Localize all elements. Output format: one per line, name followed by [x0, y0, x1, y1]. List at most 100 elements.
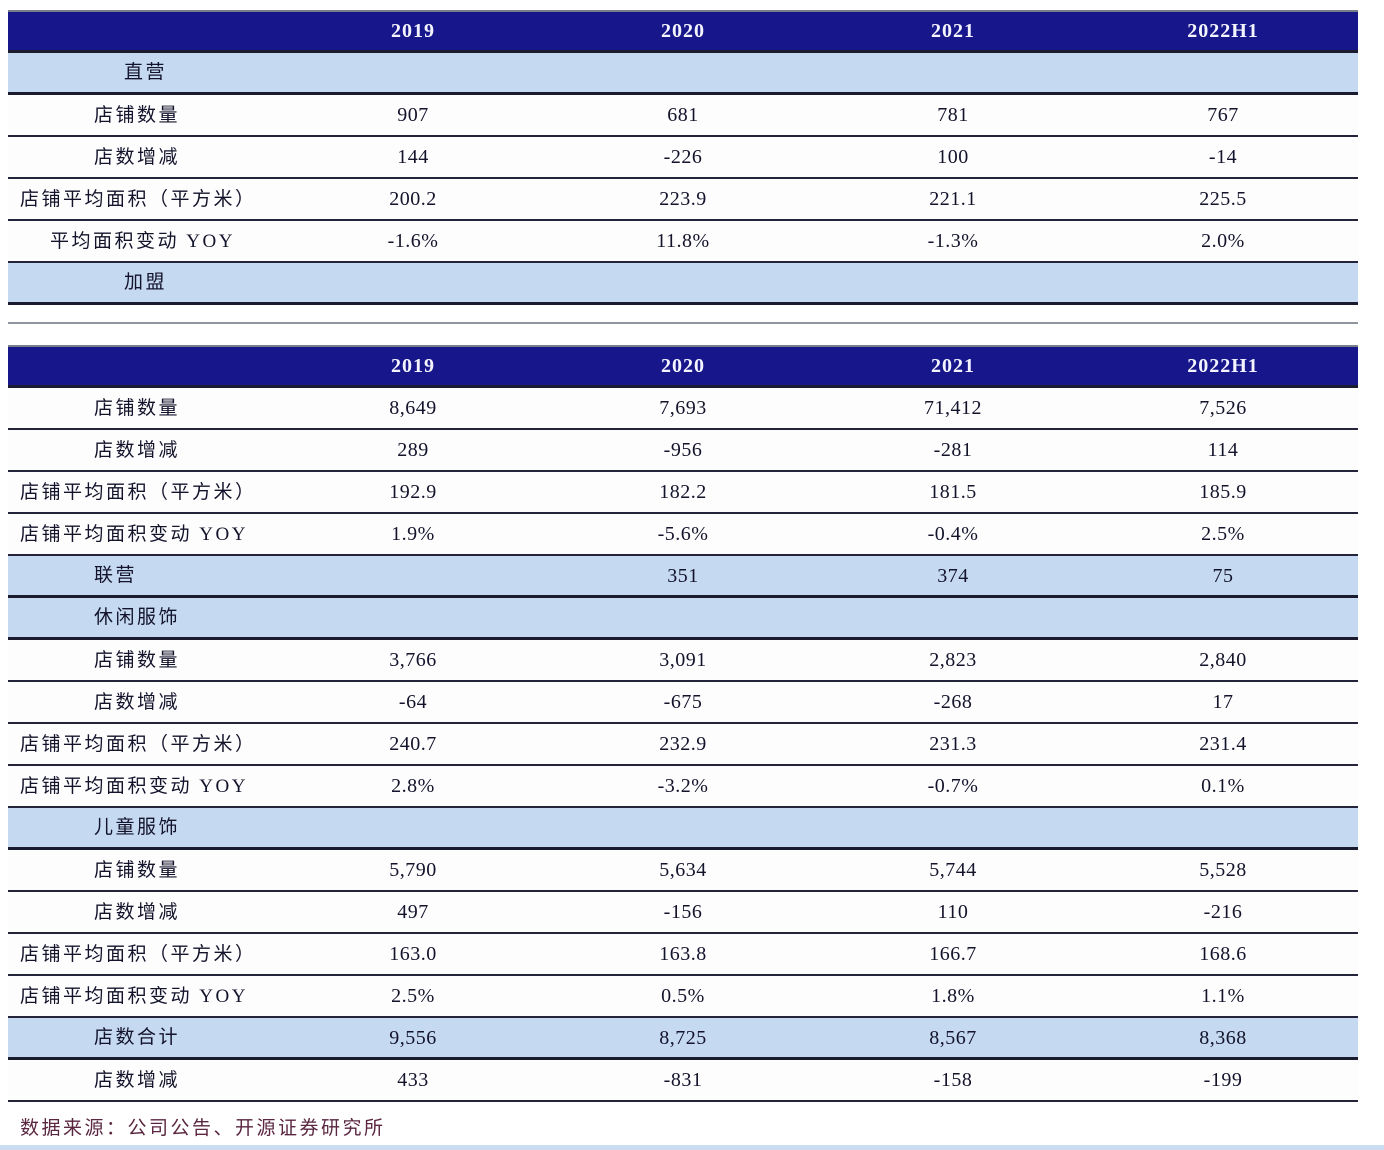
value-cell: 168.6 [1199, 943, 1247, 965]
value-cell: 374 [937, 564, 969, 587]
value-cell: 232.9 [659, 733, 707, 755]
section-row: 休闲服饰 [8, 598, 1358, 640]
value-cell: 0.1% [1201, 775, 1245, 797]
data-row: 店铺平均面积（平方米） 240.7 232.9 231.3 231.4 [8, 724, 1358, 766]
row-label: 店铺平均面积（平方米） [20, 481, 257, 503]
direct-operated-store-table: 2019 2020 2021 2022H1 直营 店铺数量 907 681 781 767 店数增减… [8, 10, 1358, 305]
value-cell: 5,634 [659, 859, 707, 881]
value-cell: 3,766 [389, 649, 437, 671]
row-label: 店数增减 [94, 901, 181, 923]
year-column-header: 2019 [391, 355, 435, 377]
row-label: 店数增减 [94, 1069, 181, 1091]
row-label: 店铺平均面积变动 YOY [20, 523, 248, 545]
year-column-header: 2022H1 [1187, 20, 1259, 42]
section-row: 加盟 [8, 263, 1358, 305]
data-source-note: 数据来源：公司公告、开源证券研究所 [20, 1118, 386, 1139]
value-cell: 2,823 [929, 649, 977, 671]
row-label: 联营 [94, 565, 138, 586]
value-cell: -281 [933, 439, 973, 461]
value-cell: 166.7 [929, 943, 977, 965]
value-cell: 8,368 [1199, 1026, 1247, 1049]
data-row: 店铺平均面积变动 YOY 1.9% -5.6% -0.4% 2.5% [8, 514, 1358, 556]
value-cell: 5,744 [929, 859, 977, 881]
data-row: 店数增减 497 -156 110 -216 [8, 892, 1358, 934]
value-cell: 17 [1212, 691, 1234, 713]
value-cell: -831 [663, 1069, 703, 1091]
value-cell: 231.3 [929, 733, 977, 755]
value-cell: 100 [937, 146, 969, 168]
value-cell: 163.8 [659, 943, 707, 965]
row-label: 店铺平均面积变动 YOY [20, 985, 248, 1007]
data-row: 店铺数量 5,790 5,634 5,744 5,528 [8, 850, 1358, 892]
row-label: 店铺数量 [94, 649, 181, 671]
value-cell: 2.0% [1201, 230, 1245, 252]
value-cell: -0.4% [927, 523, 979, 545]
data-row: 店数增减 289 -956 -281 114 [8, 430, 1358, 472]
value-cell: 781 [937, 104, 969, 126]
value-cell: 200.2 [389, 188, 437, 210]
value-cell: 182.2 [659, 481, 707, 503]
value-cell: -268 [933, 691, 973, 713]
table-header-row: 2019 2020 2021 2022H1 [8, 345, 1358, 388]
year-column-header: 2020 [661, 20, 705, 42]
value-cell: 351 [667, 564, 699, 587]
data-row: 店数增减 433 -831 -158 -199 [8, 1060, 1358, 1102]
table-header-row: 2019 2020 2021 2022H1 [8, 10, 1358, 53]
row-label: 店数合计 [94, 1027, 181, 1048]
value-cell: -156 [663, 901, 703, 923]
value-cell: 163.0 [389, 943, 437, 965]
table-divider-line [8, 322, 1358, 324]
row-label: 休闲服饰 [94, 607, 181, 628]
year-column-header: 2021 [931, 20, 975, 42]
section-row: 店数合计 9,556 8,725 8,567 8,368 [8, 1018, 1358, 1060]
value-cell: 75 [1212, 564, 1234, 587]
value-cell: 289 [397, 439, 429, 461]
value-cell: 11.8% [656, 230, 710, 252]
value-cell: -1.3% [927, 230, 979, 252]
bottom-edge-strip [0, 1145, 1384, 1150]
section-row: 直营 [8, 53, 1358, 95]
row-label: 直营 [124, 62, 168, 83]
row-label: 店铺平均面积变动 YOY [20, 775, 248, 797]
value-cell: 1.1% [1201, 985, 1245, 1007]
row-label: 店数增减 [94, 146, 181, 168]
table-separator [8, 305, 1358, 345]
data-row: 店铺数量 907 681 781 767 [8, 95, 1358, 137]
data-row: 店铺平均面积变动 YOY 2.5% 0.5% 1.8% 1.1% [8, 976, 1358, 1018]
value-cell: 2.5% [1201, 523, 1245, 545]
row-label: 加盟 [124, 272, 168, 293]
value-cell: -64 [398, 691, 428, 713]
row-label: 店数增减 [94, 439, 181, 461]
value-cell: -1.6% [387, 230, 439, 252]
data-row: 店铺平均面积（平方米） 163.0 163.8 166.7 168.6 [8, 934, 1358, 976]
value-cell: 114 [1207, 439, 1239, 461]
row-label: 店数增减 [94, 691, 181, 713]
value-cell: 185.9 [1199, 481, 1247, 503]
value-cell: 9,556 [389, 1026, 437, 1049]
row-label: 店铺数量 [94, 397, 181, 419]
value-cell: 8,567 [929, 1026, 977, 1049]
row-label: 店铺平均面积（平方米） [20, 943, 257, 965]
value-cell: 681 [667, 104, 699, 126]
section-row: 联营 351 374 75 [8, 556, 1358, 598]
value-cell: 144 [397, 146, 429, 168]
data-row: 店铺数量 8,649 7,693 71,412 7,526 [8, 388, 1358, 430]
value-cell: 907 [397, 104, 429, 126]
year-column-header: 2019 [391, 20, 435, 42]
value-cell: 221.1 [929, 188, 977, 210]
data-row: 店铺平均面积（平方米） 192.9 182.2 181.5 185.9 [8, 472, 1358, 514]
value-cell: 497 [397, 901, 429, 923]
value-cell: -3.2% [657, 775, 709, 797]
data-row: 店铺平均面积（平方米） 200.2 223.9 221.1 225.5 [8, 179, 1358, 221]
year-column-header: 2022H1 [1187, 355, 1259, 377]
year-column-header: 2020 [661, 355, 705, 377]
year-column-header: 2021 [931, 355, 975, 377]
value-cell: 2,840 [1199, 649, 1247, 671]
value-cell: 5,528 [1199, 859, 1247, 881]
value-cell: 8,725 [659, 1026, 707, 1049]
row-label: 儿童服饰 [94, 817, 181, 838]
value-cell: -0.7% [927, 775, 979, 797]
value-cell: 225.5 [1199, 188, 1247, 210]
value-cell: 7,526 [1199, 397, 1247, 419]
row-label: 平均面积变动 YOY [50, 230, 235, 252]
